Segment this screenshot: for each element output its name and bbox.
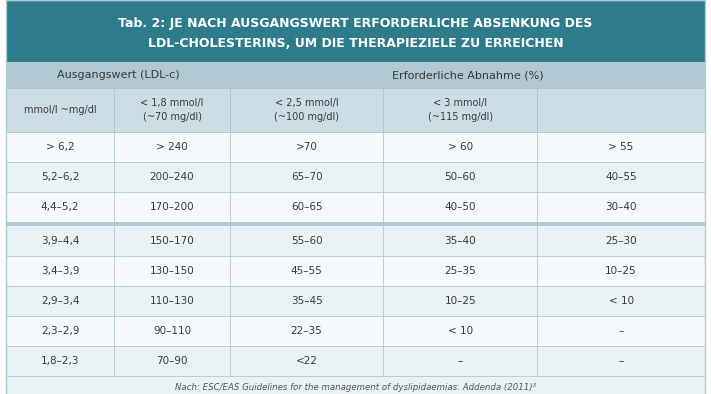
Text: 150–170: 150–170 bbox=[149, 236, 194, 246]
Text: –: – bbox=[619, 326, 624, 336]
Text: 2,3–2,9: 2,3–2,9 bbox=[41, 326, 80, 336]
Text: < 1,8 mmol/l
(~70 mg/dl): < 1,8 mmol/l (~70 mg/dl) bbox=[140, 98, 203, 122]
Bar bbox=[6, 256, 705, 286]
Text: < 2,5 mmol/l
(~100 mg/dl): < 2,5 mmol/l (~100 mg/dl) bbox=[274, 98, 339, 122]
Text: Ausgangswert (LDL-c): Ausgangswert (LDL-c) bbox=[57, 70, 179, 80]
Text: 22–35: 22–35 bbox=[291, 326, 323, 336]
Bar bbox=[6, 376, 705, 394]
Text: 3,4–3,9: 3,4–3,9 bbox=[41, 266, 80, 276]
Text: 65–70: 65–70 bbox=[291, 172, 322, 182]
Bar bbox=[6, 132, 705, 162]
Text: <22: <22 bbox=[296, 356, 318, 366]
Text: < 10: < 10 bbox=[448, 326, 473, 336]
Text: Nach: ESC/EAS Guidelines for the management of dyslipidaemias: Addenda (2011)³: Nach: ESC/EAS Guidelines for the managem… bbox=[175, 383, 536, 392]
Text: 30–40: 30–40 bbox=[605, 202, 637, 212]
Text: 3,9–4,4: 3,9–4,4 bbox=[41, 236, 80, 246]
Text: 40–55: 40–55 bbox=[605, 172, 637, 182]
Text: 25–35: 25–35 bbox=[444, 266, 476, 276]
Bar bbox=[6, 222, 705, 226]
Text: 110–130: 110–130 bbox=[149, 296, 194, 306]
Text: 2,9–3,4: 2,9–3,4 bbox=[41, 296, 80, 306]
Bar bbox=[6, 226, 705, 256]
Text: Erforderliche Abnahme (%): Erforderliche Abnahme (%) bbox=[392, 70, 543, 80]
Text: < 3 mmol/l
(~115 mg/dl): < 3 mmol/l (~115 mg/dl) bbox=[428, 98, 493, 122]
Text: –: – bbox=[619, 356, 624, 366]
Text: 40–50: 40–50 bbox=[444, 202, 476, 212]
Bar bbox=[6, 316, 705, 346]
Bar bbox=[6, 346, 705, 376]
Text: 5,2–6,2: 5,2–6,2 bbox=[41, 172, 80, 182]
Bar bbox=[6, 0, 705, 62]
Text: 35–40: 35–40 bbox=[444, 236, 476, 246]
Text: > 240: > 240 bbox=[156, 142, 188, 152]
Text: 90–110: 90–110 bbox=[153, 326, 191, 336]
Text: 50–60: 50–60 bbox=[444, 172, 476, 182]
Text: 10–25: 10–25 bbox=[605, 266, 637, 276]
Text: LDL-CHOLESTERINS, UM DIE THERAPIEZIELE ZU ERREICHEN: LDL-CHOLESTERINS, UM DIE THERAPIEZIELE Z… bbox=[148, 37, 563, 50]
Text: 55–60: 55–60 bbox=[291, 236, 322, 246]
Text: 1,8–2,3: 1,8–2,3 bbox=[41, 356, 80, 366]
Text: 10–25: 10–25 bbox=[444, 296, 476, 306]
Bar bbox=[6, 286, 705, 316]
Text: 60–65: 60–65 bbox=[291, 202, 322, 212]
Text: 25–30: 25–30 bbox=[605, 236, 637, 246]
Text: 70–90: 70–90 bbox=[156, 356, 188, 366]
Text: > 60: > 60 bbox=[448, 142, 473, 152]
Text: Tab. 2: JE NACH AUSGANGSWERT ERFORDERLICHE ABSENKUNG DES: Tab. 2: JE NACH AUSGANGSWERT ERFORDERLIC… bbox=[118, 17, 593, 30]
Text: –: – bbox=[458, 356, 463, 366]
Text: 130–150: 130–150 bbox=[149, 266, 194, 276]
Text: >70: >70 bbox=[296, 142, 318, 152]
Text: 170–200: 170–200 bbox=[150, 202, 194, 212]
Bar bbox=[6, 192, 705, 222]
Bar bbox=[6, 88, 705, 132]
Text: 35–45: 35–45 bbox=[291, 296, 323, 306]
Bar bbox=[6, 62, 705, 88]
Text: > 55: > 55 bbox=[609, 142, 634, 152]
Text: 4,4–5,2: 4,4–5,2 bbox=[41, 202, 80, 212]
Text: 45–55: 45–55 bbox=[291, 266, 323, 276]
Text: 200–240: 200–240 bbox=[150, 172, 194, 182]
Bar bbox=[6, 162, 705, 192]
Text: > 6,2: > 6,2 bbox=[46, 142, 75, 152]
Text: mmol/l ~mg/dl: mmol/l ~mg/dl bbox=[24, 105, 97, 115]
Text: < 10: < 10 bbox=[609, 296, 634, 306]
